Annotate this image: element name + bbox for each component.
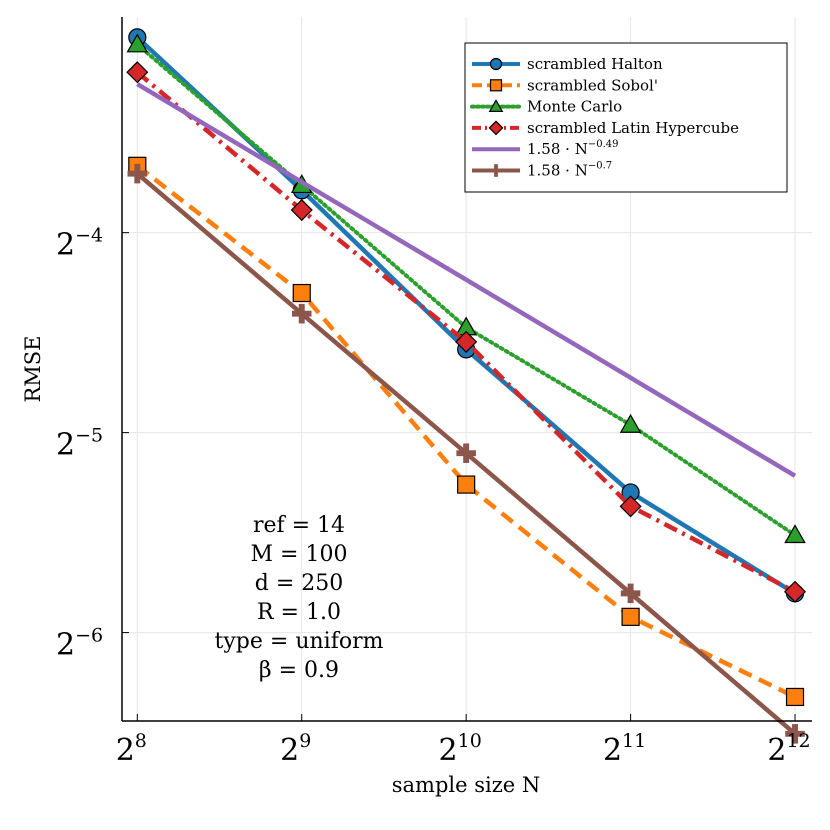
data-point [785,724,805,744]
legend-marker [488,120,504,136]
data-point [290,198,313,222]
data-point [457,475,476,494]
annotation-block: ref = 14 M = 100 d = 250 R = 1.0 type = unif… [215,513,384,683]
legend-marker [489,164,503,177]
data-point [619,413,642,433]
series-3 [126,33,806,544]
legend-label: Monte Carlo [527,98,622,116]
legend: scrambled Halton scrambled Sobol' Monte Ca… [464,42,788,193]
data-point [784,524,806,544]
series-line [135,164,797,699]
data-point [127,163,148,184]
annotation-line: ref = 14 [253,513,345,538]
x-tick-label: 212 [767,730,810,768]
legend-entry: scrambled Sobol' [472,76,658,94]
legend-entry: 1.58 · N−0.49 [472,139,618,158]
series-line [136,82,797,478]
legend-entry: scrambled Halton [472,55,663,73]
data-point [291,303,312,324]
series-4 [126,61,807,603]
axes [121,17,812,722]
data-point [783,580,807,603]
tick-labels: 28 29 210 211 212 2−4 2−5 2−6 [56,225,811,768]
series-6 [127,163,805,744]
legend-entry: scrambled Latin Hypercube [472,119,739,137]
data-point [126,61,149,84]
y-tick-label: 2−5 [56,425,103,463]
legend-box [464,42,788,193]
x-tick-label: 28 [116,730,147,768]
legend-label: scrambled Halton [527,55,663,73]
data-point [292,283,311,303]
legend-marker [489,79,503,92]
annotation-line: d = 250 [255,571,344,596]
legend-label: 1.58 · N−0.7 [527,161,612,180]
annotation-line: type = uniform [215,629,384,654]
data-point [455,330,478,353]
x-tick-label: 211 [603,730,646,768]
data-point [619,495,642,518]
legend-marker [488,99,504,112]
y-tick-label: 2−4 [56,225,103,263]
annotation-line: β = 0.9 [259,658,339,683]
legend-entry: 1.58 · N−0.7 [472,161,612,180]
legend-label: scrambled Latin Hypercube [527,119,739,137]
data-point [620,583,641,604]
y-axis-label: RMSE [21,335,45,402]
annotation-line: M = 100 [251,542,348,567]
legend-marker [489,57,503,71]
data-point [126,33,149,53]
annotation-line: R = 1.0 [257,600,341,625]
data-point [621,607,640,626]
legend-entry: Monte Carlo [470,98,622,116]
legend-label: 1.58 · N−0.49 [527,139,618,158]
data-point [785,687,805,707]
x-tick-label: 210 [439,730,482,768]
legend-label: scrambled Sobol' [527,76,658,94]
data-point [456,443,476,463]
y-tick-label: 2−6 [56,625,103,663]
x-tick-label: 29 [280,730,311,768]
series-layer [126,28,807,744]
x-axis-label: sample size N [392,773,541,797]
series-5 [136,82,797,478]
